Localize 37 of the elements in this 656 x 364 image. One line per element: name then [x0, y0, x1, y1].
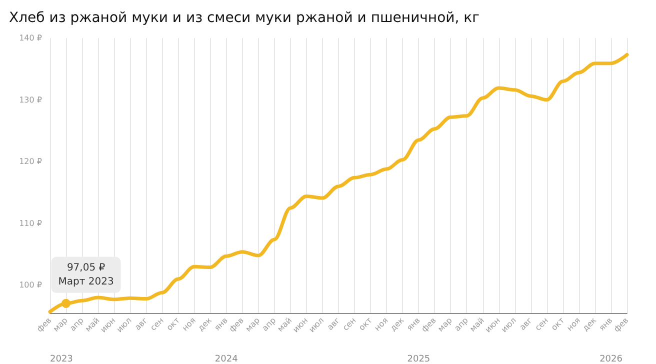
y-tick-label: 120 ₽	[19, 157, 42, 166]
x-tick-label: ноя	[180, 316, 198, 333]
x2-tick-label: 2023	[50, 354, 73, 364]
x2-tick-label: 2024	[214, 354, 238, 364]
x-tick-label: янв	[212, 316, 230, 333]
x-tick-label: ноя	[565, 316, 582, 333]
x-tick-label: мар	[436, 316, 454, 334]
y-tick-label: 140 ₽	[19, 34, 42, 42]
x2-tick-label: 2025	[407, 354, 430, 364]
x-tick-label: мар	[52, 316, 70, 334]
x-tick-label: фев	[35, 316, 54, 334]
x-tick-label: авг	[518, 316, 534, 332]
x-tick-label: апр	[452, 316, 470, 333]
x-tick-label: окт	[357, 316, 374, 332]
x-tick-label: ноя	[372, 316, 390, 333]
x-tick-label: окт	[550, 316, 566, 332]
x2-tick-label: 2026	[600, 354, 623, 364]
x-tick-label: сен	[341, 316, 358, 332]
y-tick-label: 110 ₽	[19, 218, 42, 228]
x-tick-label: сен	[148, 316, 166, 332]
x-tick-label: фев	[420, 316, 438, 334]
x-tick-label: янв	[405, 316, 422, 333]
x-tick-label: сен	[533, 316, 550, 332]
x-tick-label: мар	[244, 316, 262, 334]
x-tick-label: авг	[133, 316, 150, 332]
x-tick-label: авг	[326, 316, 342, 332]
y-tick-label: 130 ₽	[19, 95, 42, 104]
x-tick-label: апр	[260, 316, 278, 333]
annotation: 97,05 ₽ Март 2023	[58, 262, 114, 288]
x-tick-label: фев	[228, 316, 246, 334]
x-tick-label: янв	[597, 316, 614, 333]
chart-title: Хлеб из ржаной муки и из смеси муки ржаной и пшеничной, кг	[9, 10, 480, 26]
x-tick-label: фев	[612, 316, 630, 334]
line-series	[48, 52, 629, 314]
y-tick-label: 100 ₽	[19, 280, 42, 290]
x-tick-label: окт	[164, 316, 182, 332]
x-tick-label: апр	[68, 316, 86, 333]
